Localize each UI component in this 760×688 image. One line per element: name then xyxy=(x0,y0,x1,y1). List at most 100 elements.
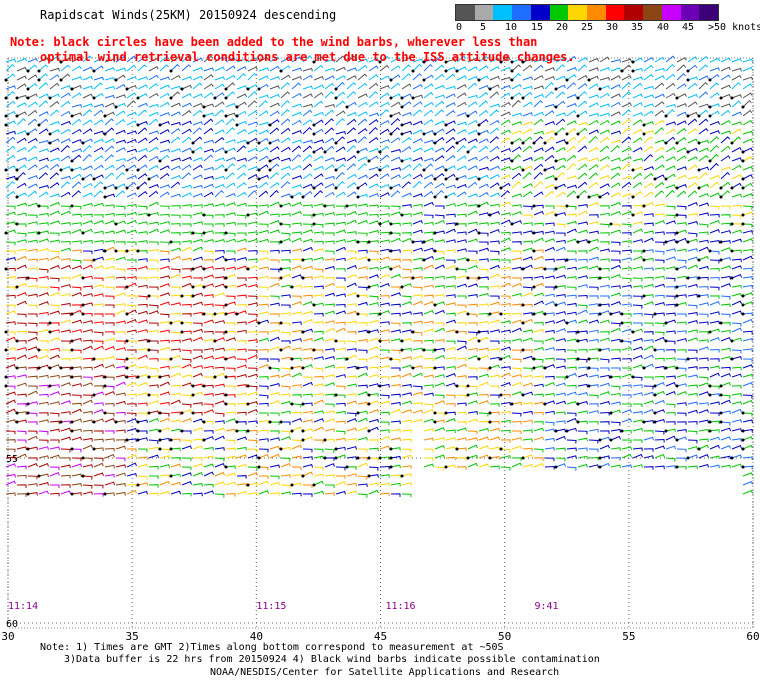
wind-barb xyxy=(434,214,445,219)
contamination-dot xyxy=(466,258,470,262)
wind-barb xyxy=(115,309,126,315)
contamination-dot xyxy=(620,429,624,433)
wind-barb xyxy=(38,82,49,90)
wind-barb xyxy=(236,157,247,162)
contamination-dot xyxy=(279,276,283,280)
wind-barb xyxy=(423,102,434,108)
wind-barb xyxy=(456,340,467,345)
wind-barb xyxy=(93,174,104,180)
wind-barb xyxy=(346,256,357,261)
wind-barb xyxy=(434,173,445,180)
contamination-dot xyxy=(191,231,195,235)
wind-barb xyxy=(137,109,148,117)
wind-barb xyxy=(423,457,434,462)
wind-barb xyxy=(610,292,621,297)
wind-barb xyxy=(313,399,324,405)
wind-barb xyxy=(654,82,665,90)
wind-barb xyxy=(5,492,16,497)
legend-swatch-2 xyxy=(493,5,513,20)
wind-barb xyxy=(544,275,555,280)
wind-barb xyxy=(621,210,632,216)
wind-barb xyxy=(445,329,456,334)
wind-barb xyxy=(522,191,533,198)
wind-barb xyxy=(258,250,269,255)
wind-barb xyxy=(720,275,731,280)
wind-barb xyxy=(225,201,236,207)
wind-barb xyxy=(412,163,422,171)
wind-barb xyxy=(302,357,313,361)
wind-barb xyxy=(522,382,533,387)
wind-barb xyxy=(181,192,192,198)
contamination-dot xyxy=(301,402,305,406)
wind-barb xyxy=(269,400,280,405)
wind-barb xyxy=(698,265,709,270)
contamination-dot xyxy=(576,339,580,343)
contamination-dot xyxy=(389,186,393,190)
contamination-dot xyxy=(433,231,437,235)
wind-barb xyxy=(170,490,181,495)
wind-barb xyxy=(16,212,27,217)
wind-barb xyxy=(269,346,280,351)
wind-barb xyxy=(665,108,675,117)
wind-barb xyxy=(269,213,280,218)
wind-barb xyxy=(522,329,533,334)
wind-barb xyxy=(467,193,478,198)
wind-barb xyxy=(588,394,599,399)
wind-barb xyxy=(214,129,225,135)
wind-barb xyxy=(302,337,313,342)
wind-barb xyxy=(192,67,203,72)
wind-barb xyxy=(27,101,38,108)
wind-barb xyxy=(71,173,82,180)
wind-barb xyxy=(115,439,126,443)
wind-barb xyxy=(181,184,192,189)
wind-barb xyxy=(599,76,610,81)
wind-barb xyxy=(104,127,115,135)
wind-barb xyxy=(258,358,269,362)
wind-barb xyxy=(467,347,478,352)
wind-barb xyxy=(269,358,280,363)
contamination-dot xyxy=(455,447,459,451)
wind-barb xyxy=(467,367,478,372)
wind-barb xyxy=(522,230,533,235)
wind-barb xyxy=(258,266,269,271)
wind-barb xyxy=(269,367,280,372)
contamination-dot xyxy=(708,114,712,118)
wind-barb xyxy=(5,110,16,117)
wind-barb xyxy=(104,474,115,478)
wind-barb xyxy=(566,455,577,459)
wind-barb xyxy=(500,303,511,307)
wind-barb xyxy=(159,229,170,234)
wind-barb xyxy=(148,130,159,135)
wind-barb xyxy=(511,92,522,99)
wind-barb xyxy=(390,303,401,308)
wind-barb xyxy=(401,283,412,288)
wind-barb xyxy=(313,231,324,235)
wind-barb xyxy=(247,212,258,217)
wind-barb xyxy=(467,204,478,208)
wind-barb xyxy=(566,238,577,243)
contamination-dot xyxy=(444,465,448,469)
wind-barb xyxy=(731,385,742,389)
pass-time-label: 11:15 xyxy=(256,601,286,612)
wind-barb xyxy=(478,463,489,468)
wind-barb xyxy=(225,493,236,497)
wind-barb xyxy=(709,213,720,218)
wind-barb xyxy=(115,102,126,108)
contamination-dot xyxy=(147,375,151,379)
wind-barb xyxy=(478,381,489,387)
wind-barb xyxy=(335,366,346,371)
wind-barb xyxy=(599,258,610,262)
wind-barb xyxy=(203,92,214,99)
wind-barb xyxy=(225,65,236,72)
wind-barb xyxy=(335,293,346,298)
wind-barb xyxy=(82,484,93,489)
wind-barb xyxy=(742,83,753,90)
contamination-dot xyxy=(224,330,228,334)
wind-barb xyxy=(335,100,346,108)
wind-barb xyxy=(313,466,324,471)
wind-barb xyxy=(720,93,731,99)
wind-barb xyxy=(478,292,489,297)
wind-barb xyxy=(16,283,27,288)
contamination-dot xyxy=(554,186,558,190)
wind-barb xyxy=(258,56,269,63)
